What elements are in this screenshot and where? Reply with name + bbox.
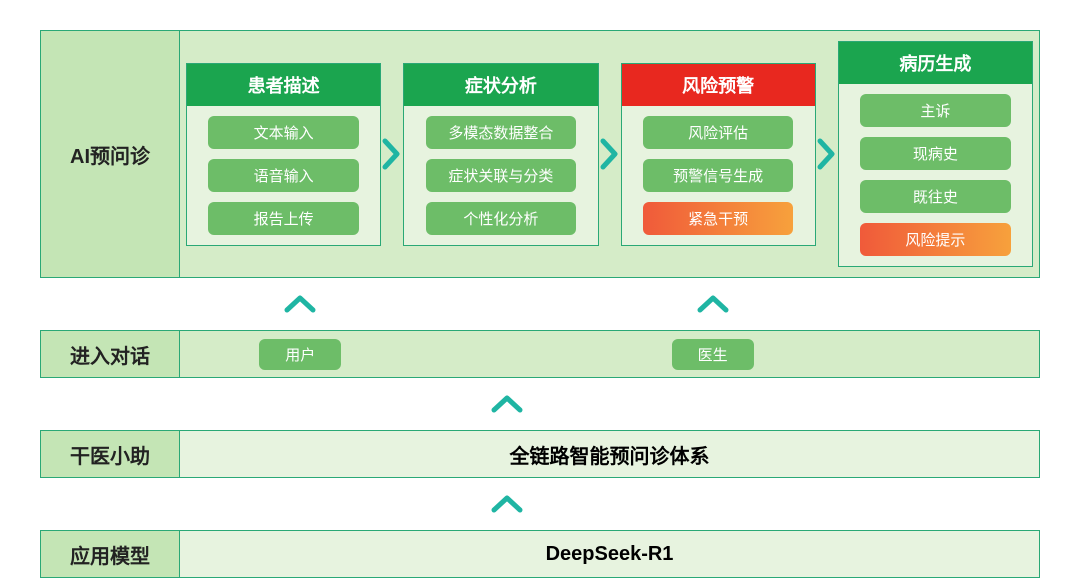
role-pill: 医生 <box>672 339 754 370</box>
row-label: AI预问诊 <box>40 30 180 278</box>
row-label-text: 干医小助 <box>70 440 150 469</box>
stage-item: 现病史 <box>860 137 1011 170</box>
center-title: 全链路智能预问诊体系 <box>180 440 1039 469</box>
stage-item: 语音输入 <box>208 159 359 192</box>
stage-item: 风险评估 <box>643 116 794 149</box>
row-content: 患者描述文本输入语音输入报告上传症状分析多模态数据整合症状关联与分类个性化分析风… <box>180 30 1040 278</box>
stage-item: 主诉 <box>860 94 1011 127</box>
row-label-text: 进入对话 <box>70 340 150 369</box>
chevron-up-icon <box>696 292 730 319</box>
stage-column: 症状分析多模态数据整合症状关联与分类个性化分析 <box>403 63 598 246</box>
row-ai-pretriage: AI预问诊 患者描述文本输入语音输入报告上传症状分析多模态数据整合症状关联与分类… <box>40 30 1040 278</box>
row-enter-dialog: 进入对话 用户 医生 <box>40 330 1040 378</box>
row-content: DeepSeek-R1 <box>180 530 1040 578</box>
chevron-up-icon <box>490 492 524 519</box>
stage-header: 患者描述 <box>187 64 380 106</box>
chevron-up-icon <box>490 392 524 419</box>
arrow-row-3 <box>180 492 1040 516</box>
arrow-row-1 <box>180 292 1040 316</box>
row-label: 进入对话 <box>40 330 180 378</box>
center-model: DeepSeek-R1 <box>180 543 1039 566</box>
chevron-right-icon <box>599 41 621 267</box>
stage-item: 个性化分析 <box>426 202 577 235</box>
stage-item: 风险提示 <box>860 223 1011 256</box>
stage-column: 风险预警风险评估预警信号生成紧急干预 <box>621 63 816 246</box>
role-pill: 用户 <box>259 339 341 370</box>
row-content: 全链路智能预问诊体系 <box>180 430 1040 478</box>
stage-header: 症状分析 <box>404 64 597 106</box>
stage-item: 报告上传 <box>208 202 359 235</box>
chevron-up-icon <box>283 292 317 319</box>
row-model: 应用模型 DeepSeek-R1 <box>40 530 1040 578</box>
stage-column: 患者描述文本输入语音输入报告上传 <box>186 63 381 246</box>
stage-item: 文本输入 <box>208 116 359 149</box>
columns-container: 患者描述文本输入语音输入报告上传症状分析多模态数据整合症状关联与分类个性化分析风… <box>180 31 1039 277</box>
row-label: 干医小助 <box>40 430 180 478</box>
row-label-text: 应用模型 <box>70 540 150 569</box>
chevron-right-icon <box>816 41 838 267</box>
stage-item: 多模态数据整合 <box>426 116 577 149</box>
stage-item: 预警信号生成 <box>643 159 794 192</box>
chevron-right-icon <box>381 41 403 267</box>
stage-item: 症状关联与分类 <box>426 159 577 192</box>
architecture-diagram: AI预问诊 患者描述文本输入语音输入报告上传症状分析多模态数据整合症状关联与分类… <box>40 30 1040 578</box>
stage-header: 风险预警 <box>622 64 815 106</box>
stage-header: 病历生成 <box>839 42 1032 84</box>
row-label-text: AI预问诊 <box>70 140 150 169</box>
row-assistant: 干医小助 全链路智能预问诊体系 <box>40 430 1040 478</box>
row-label: 应用模型 <box>40 530 180 578</box>
row-content: 用户 医生 <box>180 330 1040 378</box>
stage-item: 既往史 <box>860 180 1011 213</box>
stage-column: 病历生成主诉现病史既往史风险提示 <box>838 41 1033 267</box>
arrow-row-2 <box>180 392 1040 416</box>
stage-item: 紧急干预 <box>643 202 794 235</box>
